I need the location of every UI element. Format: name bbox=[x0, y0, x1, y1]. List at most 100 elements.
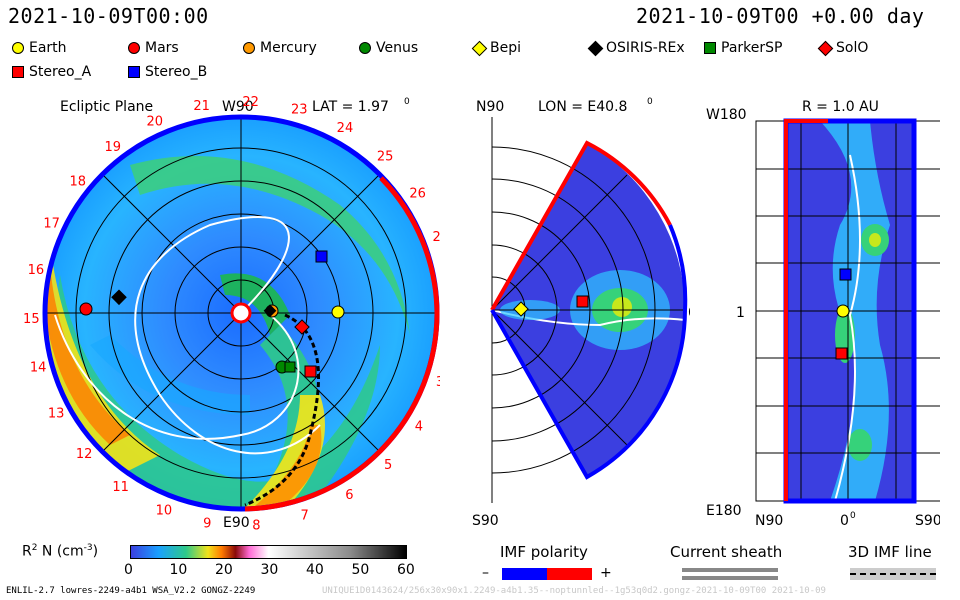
square-marker-icon bbox=[704, 42, 716, 54]
radial-au-plot: R = 1.0 AU W180 E180 1 N90 0 0 S90 bbox=[706, 99, 940, 529]
carrington-number: 21 bbox=[193, 99, 210, 114]
current-time: 2021-10-09T00 +0.00 day bbox=[636, 4, 925, 28]
radial-mid-label: 1 bbox=[736, 305, 745, 321]
circle-marker-icon bbox=[359, 42, 371, 54]
parker-marker bbox=[284, 361, 296, 373]
x-label-s90: S90 bbox=[915, 513, 940, 529]
carrington-number: 26 bbox=[409, 186, 426, 201]
n90-label: N90 bbox=[476, 99, 504, 115]
lon-label: LON = E40.8 bbox=[538, 99, 627, 115]
carrington-number: 16 bbox=[28, 263, 45, 278]
current-sheath-line-2 bbox=[682, 576, 778, 580]
diamond-marker-icon bbox=[817, 40, 834, 56]
colorbar-label: R2 N (cm-3) bbox=[22, 543, 99, 560]
stereo-b-marker bbox=[315, 250, 328, 263]
colorbar-tick: 60 bbox=[397, 562, 415, 578]
carrington-longitudes: 1234567891011121314151617181920212223242… bbox=[23, 95, 440, 533]
carrington-number: 18 bbox=[69, 175, 86, 190]
osiris-rex-marker bbox=[111, 289, 127, 306]
stereo-a-merid bbox=[576, 295, 589, 308]
ecliptic-plane-plot: Ecliptic Plane W90 LAT = 1.97 0 bbox=[23, 95, 440, 533]
carrington-number: 13 bbox=[48, 407, 65, 422]
meridional-pos-edge bbox=[490, 140, 672, 311]
legend-solo: SolO bbox=[817, 40, 868, 56]
carrington-number: 25 bbox=[377, 149, 394, 164]
imf-polarity-bar bbox=[502, 568, 592, 580]
legend-stereo-a: Stereo_A bbox=[12, 64, 91, 80]
e180-label: E180 bbox=[706, 503, 742, 519]
legend-label: Earth bbox=[29, 40, 67, 56]
imf-polarity-title: IMF polarity bbox=[500, 543, 588, 561]
stereo-a-radial bbox=[835, 347, 848, 360]
current-sheath-line-1 bbox=[682, 568, 778, 572]
circle-marker-icon bbox=[243, 42, 255, 54]
imf-line-sample bbox=[850, 568, 936, 580]
legend-label: Venus bbox=[376, 40, 419, 56]
carrington-number: 8 bbox=[252, 518, 260, 533]
carrington-number: 12 bbox=[76, 447, 93, 462]
carrington-number: 15 bbox=[23, 312, 40, 327]
x-label-zero-unit: 0 bbox=[850, 511, 856, 521]
legend-label: Bepi bbox=[490, 40, 521, 56]
legend-osiris-rex: OSIRIS-REx bbox=[587, 40, 685, 56]
carrington-number: 19 bbox=[104, 140, 121, 155]
e90-label: E90 bbox=[223, 515, 250, 531]
legend-stereo-b: Stereo_B bbox=[128, 64, 207, 80]
sheath-line bbox=[54, 314, 300, 440]
legend-mercury: Mercury bbox=[243, 40, 317, 56]
carrington-number: 6 bbox=[345, 488, 353, 503]
imf-3d-line bbox=[244, 313, 320, 507]
colorbar-tick: 0 bbox=[124, 562, 133, 578]
circle-marker-icon bbox=[12, 42, 24, 54]
legend-venus: Venus bbox=[359, 40, 418, 56]
s90-label: S90 bbox=[472, 513, 499, 529]
carrington-number: 23 bbox=[291, 103, 308, 118]
w180-label: W180 bbox=[706, 107, 747, 123]
carrington-number: 4 bbox=[415, 419, 423, 434]
square-marker-icon bbox=[12, 66, 24, 78]
density-streams bbox=[45, 156, 410, 509]
carrington-number: 22 bbox=[242, 95, 259, 110]
legend-parkersp: ParkerSP bbox=[704, 40, 782, 56]
meridional-plane-plot: N90 LON = E40.8 0 S90 0 bbox=[472, 97, 690, 529]
start-time: 2021-10-09T00:00 bbox=[8, 4, 209, 28]
carrington-number: 14 bbox=[30, 361, 47, 376]
stereo-a-marker bbox=[304, 365, 317, 378]
legend-bepi: Bepi bbox=[471, 40, 521, 56]
x-label-n90: N90 bbox=[755, 513, 783, 529]
sun-icon bbox=[230, 302, 252, 324]
legend-label: Stereo_A bbox=[29, 64, 92, 80]
carrington-number: 10 bbox=[156, 504, 173, 519]
radial-title: R = 1.0 AU bbox=[802, 99, 879, 115]
solo-marker bbox=[294, 319, 310, 335]
run-id-footer: UNIQUE1D0143624/256x30x90x1.2249-a4b1.35… bbox=[322, 586, 826, 596]
legend-label: Mars bbox=[145, 40, 179, 56]
square-marker-icon bbox=[128, 66, 140, 78]
legend-label: Mercury bbox=[260, 40, 317, 56]
colorbar-tick: 50 bbox=[351, 562, 370, 578]
carrington-number: 9 bbox=[203, 517, 211, 532]
carrington-number: 7 bbox=[301, 509, 309, 524]
carrington-number: 17 bbox=[43, 216, 60, 231]
polarity-ring-positive bbox=[244, 176, 440, 512]
meridional-neg-edge bbox=[490, 224, 688, 480]
radial-pos-edge bbox=[784, 119, 828, 501]
lat-unit: 0 bbox=[404, 97, 410, 107]
carrington-number: 24 bbox=[337, 121, 354, 136]
legend-mars: Mars bbox=[128, 40, 179, 56]
colorbar-tick: 20 bbox=[215, 562, 233, 578]
stereo-b-radial bbox=[839, 268, 852, 281]
carrington-number: 27 bbox=[432, 230, 440, 245]
earth-radial bbox=[836, 304, 850, 318]
imf-minus: – bbox=[482, 565, 489, 581]
lon-unit: 0 bbox=[647, 97, 653, 107]
w90-label: W90 bbox=[222, 99, 254, 115]
carrington-number: 20 bbox=[147, 114, 164, 129]
diamond-marker-icon bbox=[587, 40, 604, 56]
density-colorbar bbox=[130, 545, 407, 559]
legend-label: OSIRIS-REx bbox=[606, 40, 685, 56]
x-label-zero: 0 bbox=[840, 513, 849, 529]
bepi-marker bbox=[513, 301, 529, 317]
colorbar-tick: 40 bbox=[306, 562, 324, 578]
